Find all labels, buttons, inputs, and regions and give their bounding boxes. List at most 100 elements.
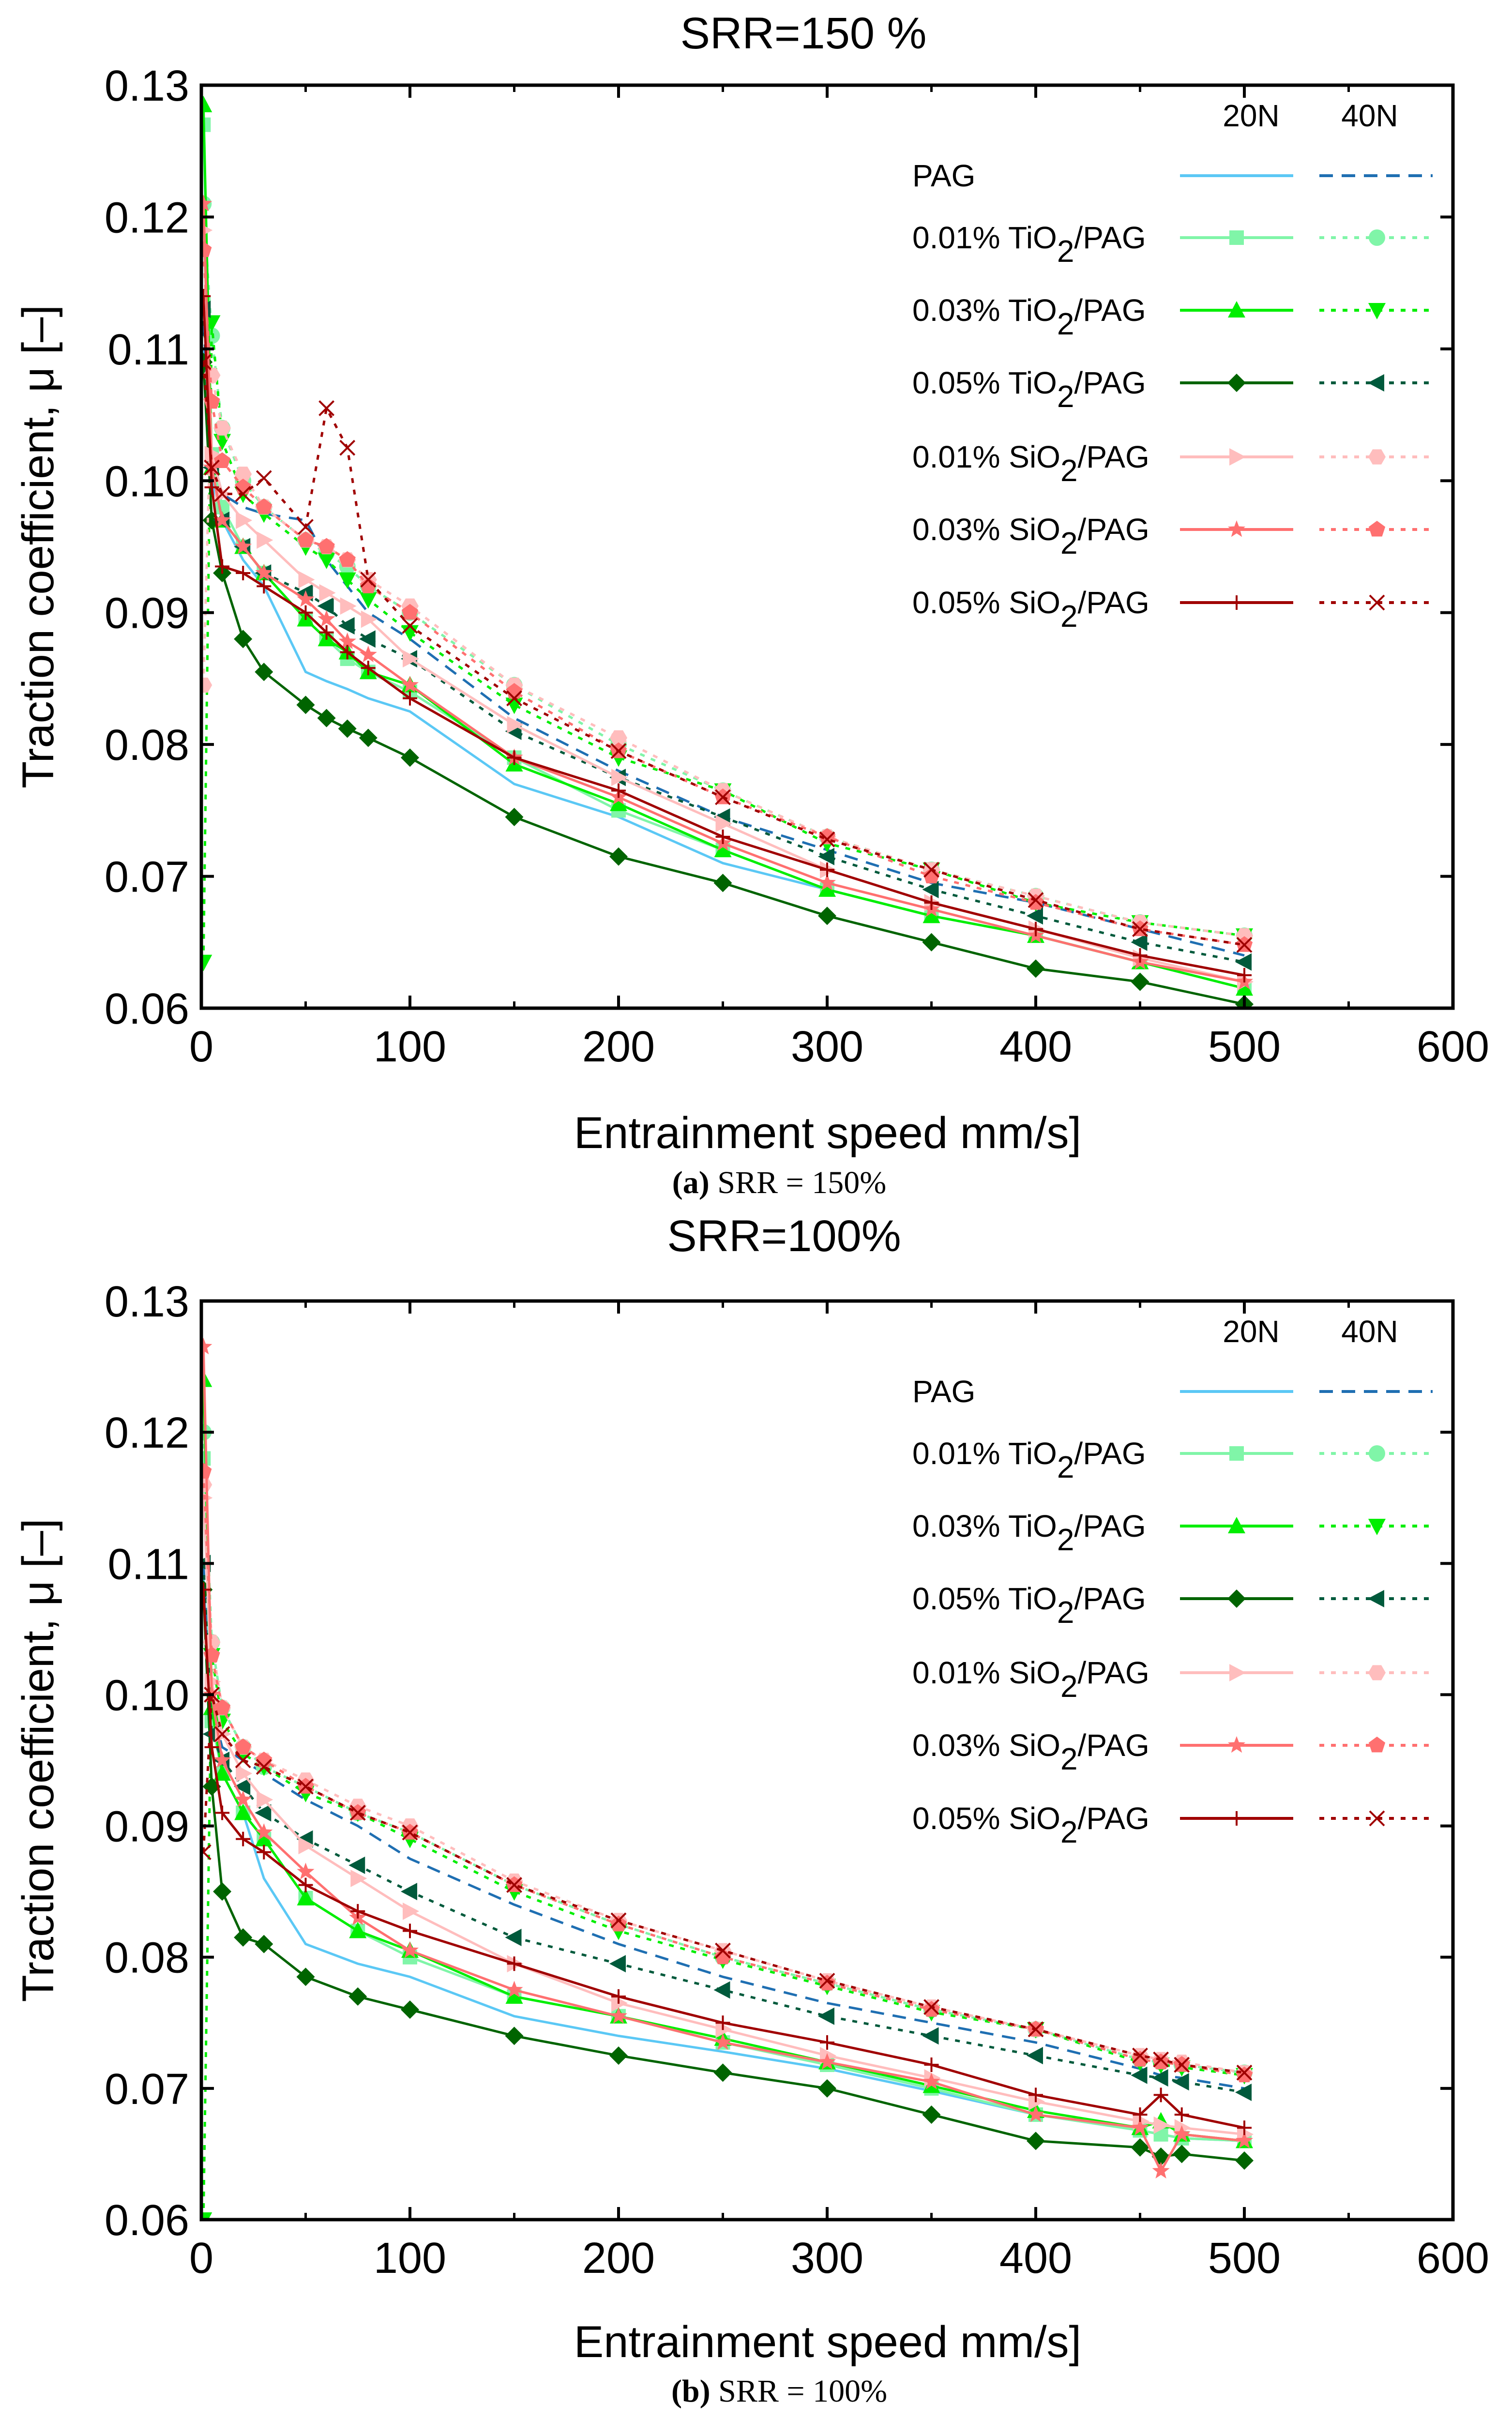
data-point [819,1973,835,1989]
data-point [235,486,251,502]
data-point [257,1845,272,1860]
legend-marker-40n [1368,1737,1386,1753]
legend-marker-40n [1369,594,1385,611]
legend-label-subscript: 2 [1057,379,1074,414]
y-tick-label: 0.10 [105,457,189,506]
data-point [1153,2116,1170,2134]
caption-a-label: (a) [672,1165,710,1200]
legend-label-rest: /PAG [1074,293,1146,328]
data-point [318,538,335,554]
data-point [235,1752,251,1769]
data-point [317,709,336,727]
data-point [713,1981,730,1999]
x-tick-label: 100 [374,2234,446,2283]
data-point [507,750,522,765]
data-point [201,354,212,370]
data-point [234,467,252,482]
data-point [1174,2107,1189,2122]
x-tick-label: 0 [189,1023,213,1071]
data-point [1235,2151,1254,2170]
legend-label-rest: /PAG [1074,1436,1146,1471]
data-point [609,2046,628,2065]
data-point [255,1830,273,1846]
caption-a-text: SRR = 150% [710,1165,886,1200]
data-point [257,1791,273,1809]
chart-title-a: SRR=150 % [680,9,927,58]
data-point [201,1844,212,1860]
data-point [236,1765,253,1783]
data-point [201,95,212,112]
data-point [609,847,628,866]
data-point [297,1862,315,1879]
legend-item: PAG [912,158,1433,193]
data-point [922,2072,940,2089]
series-0-05-sio2-pag-40n [201,1687,1253,2081]
data-point [255,1804,272,1822]
data-point [213,1699,231,1715]
data-point [1028,2087,1043,2102]
data-point [201,195,212,212]
data-point [1235,2083,1252,2101]
data-point [715,2015,730,2030]
series-0-05-tio2-pag-20n [201,353,1254,1008]
data-point [1027,959,1045,978]
data-point [715,815,732,832]
data-point [319,584,336,602]
data-point [204,459,220,476]
data-point [350,1870,367,1888]
legend-marker-20n [1229,230,1244,245]
legend-label: 0.03% SiO2/PAG [912,1728,1149,1776]
data-point [820,2035,834,2050]
data-point [403,691,417,706]
legend-marker-40n [1369,229,1385,246]
series-line [202,1471,1245,2077]
legend-item: 0.05% SiO2/PAG [912,1801,1433,1849]
legend-header-20n: 20N [1223,1314,1279,1349]
legend-marker-20n [1228,301,1245,318]
legend-label-main: 0.05% SiO [912,1801,1060,1836]
legend-label-rest: /PAG [1078,1728,1149,1763]
series-line [202,362,1245,946]
legend-label-rest: /PAG [1074,1581,1146,1616]
legend-label-main: 0.03% TiO [912,293,1057,328]
data-point [401,2000,419,2019]
legend-item: 0.01% SiO2/PAG [912,439,1433,488]
data-point [401,1941,419,1958]
data-point [507,716,524,734]
legend-marker-20n [1227,1736,1246,1753]
data-point [340,645,355,660]
data-point [924,2057,939,2072]
data-point [1173,2125,1191,2142]
data-point [1235,953,1252,971]
y-tick-label: 0.08 [105,1934,189,1982]
x-axis-label-b: Entrainment speed mm/s] [574,2317,1081,2367]
legend-marker-40n [1368,1665,1386,1680]
data-point [818,2053,836,2070]
data-point [924,895,939,910]
legend-item: 0.03% TiO2/PAG [912,293,1433,341]
legend-marker-20n [1229,448,1246,466]
data-point [298,1778,314,1795]
legend-label-main: 0.01% TiO [912,220,1057,255]
data-point [818,847,834,865]
data-point [201,1463,212,1479]
data-point [714,2033,732,2050]
legend-item: 0.01% TiO2/PAG [912,1436,1433,1484]
x-tick-label: 500 [1208,1023,1281,1071]
data-point [611,1989,626,2004]
legend-label-rest: /PAG [1078,1801,1149,1836]
data-point [340,597,357,615]
data-point [1133,2107,1148,2122]
data-point [1235,2132,1254,2148]
data-point [1027,2047,1043,2065]
data-point [236,512,253,529]
legend-item: PAG [912,1374,1433,1409]
y-tick-label: 0.08 [105,721,189,770]
series-group [201,1337,1254,2220]
data-point [403,1902,419,1920]
series-line [202,1589,1245,2129]
data-point [609,1955,626,1973]
data-point [1132,2047,1148,2064]
legend-marker-40n [1368,1590,1384,1607]
data-point [298,1877,313,1892]
